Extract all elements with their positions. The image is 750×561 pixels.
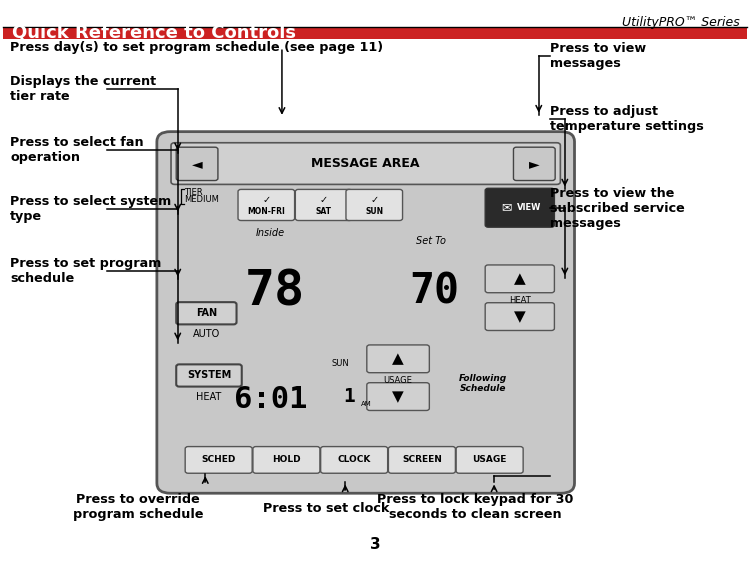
Text: Displays the current
tier rate: Displays the current tier rate [10,75,156,103]
FancyBboxPatch shape [514,147,555,181]
Text: TIER: TIER [184,188,203,197]
Text: SAT: SAT [316,207,332,216]
Text: 70: 70 [410,270,460,312]
Text: MEDIUM: MEDIUM [184,195,218,204]
Text: SUN: SUN [332,359,349,369]
Text: Press to select fan
operation: Press to select fan operation [10,136,144,164]
Text: 78: 78 [244,268,304,316]
FancyBboxPatch shape [176,365,242,387]
Text: ✉: ✉ [501,201,512,214]
Text: ✓: ✓ [370,195,378,205]
Text: USAGE: USAGE [472,456,507,465]
Text: Press to view the
subscribed service
messages: Press to view the subscribed service mes… [550,187,685,230]
Text: ◄: ◄ [192,157,202,171]
Text: Press to override
program schedule: Press to override program schedule [73,493,203,521]
FancyBboxPatch shape [367,345,429,373]
Text: ✓: ✓ [262,195,270,205]
Text: Press to adjust
temperature settings: Press to adjust temperature settings [550,105,704,134]
FancyBboxPatch shape [388,447,455,473]
FancyBboxPatch shape [456,447,524,473]
Text: ►: ► [529,157,539,171]
Text: MESSAGE AREA: MESSAGE AREA [311,157,420,170]
FancyBboxPatch shape [485,265,554,293]
FancyBboxPatch shape [296,190,352,220]
Text: Quick Reference to Controls: Quick Reference to Controls [12,24,296,42]
Text: 3: 3 [370,536,380,551]
Text: SYSTEM: SYSTEM [187,370,231,380]
Text: UtilityPRO™ Series: UtilityPRO™ Series [622,16,740,29]
FancyBboxPatch shape [3,27,747,39]
Text: ▼: ▼ [514,309,526,324]
Text: SCREEN: SCREEN [402,456,442,465]
FancyBboxPatch shape [185,447,252,473]
FancyBboxPatch shape [321,447,388,473]
Text: CLOCK: CLOCK [338,456,370,465]
FancyBboxPatch shape [176,302,236,324]
Text: Press to set program
schedule: Press to set program schedule [10,256,161,284]
FancyBboxPatch shape [238,190,295,220]
Text: VIEW: VIEW [517,203,542,212]
Text: AM: AM [361,401,371,407]
Text: 6:01: 6:01 [234,385,308,415]
Text: SUN: SUN [365,207,383,216]
Text: HOLD: HOLD [272,456,301,465]
FancyBboxPatch shape [367,383,429,411]
Text: Press day(s) to set program schedule (see page 11): Press day(s) to set program schedule (se… [10,41,383,54]
Text: Inside: Inside [256,228,285,238]
Text: Following
Schedule: Following Schedule [459,374,507,393]
Text: Press to lock keypad for 30
seconds to clean screen: Press to lock keypad for 30 seconds to c… [377,493,574,521]
Text: 1: 1 [343,387,355,406]
Text: ✓: ✓ [320,195,328,205]
Text: Press to view
messages: Press to view messages [550,42,646,70]
Text: USAGE: USAGE [384,376,412,385]
FancyBboxPatch shape [253,447,320,473]
Text: HEAT: HEAT [196,392,221,402]
Text: SCHED: SCHED [202,456,236,465]
FancyBboxPatch shape [171,142,560,185]
FancyBboxPatch shape [157,132,574,493]
FancyBboxPatch shape [176,147,218,181]
FancyBboxPatch shape [346,190,403,220]
Text: HEAT: HEAT [509,296,531,305]
Text: FAN: FAN [196,309,217,318]
Text: AUTO: AUTO [193,329,220,339]
FancyBboxPatch shape [485,188,554,227]
Text: ▼: ▼ [392,389,404,404]
Text: ▲: ▲ [392,351,404,366]
Text: Press to select system
type: Press to select system type [10,195,172,223]
Text: Press to set clock: Press to set clock [263,502,390,514]
FancyBboxPatch shape [485,303,554,330]
Text: MON-FRI: MON-FRI [248,207,285,216]
Text: ▲: ▲ [514,272,526,286]
Text: Set To: Set To [416,236,446,246]
